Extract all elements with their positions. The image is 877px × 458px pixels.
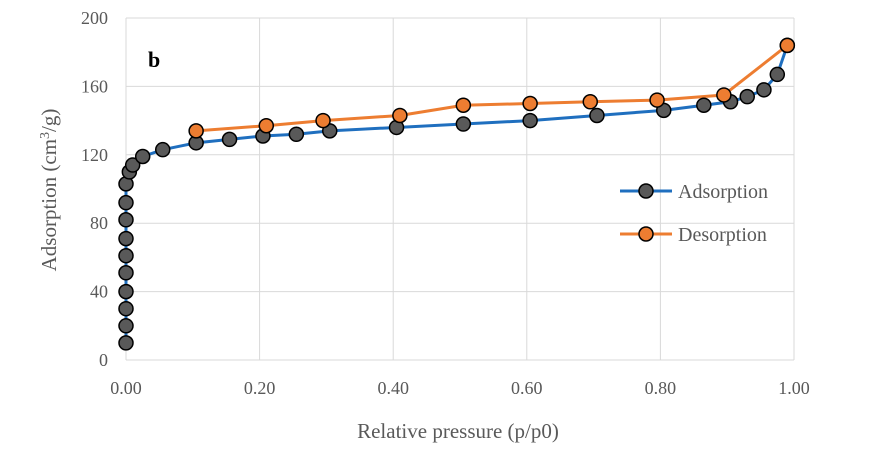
- series-group: [118, 37, 796, 351]
- y-axis-title-superscript: 3: [38, 132, 53, 139]
- data-point-desorption: [188, 123, 204, 139]
- data-point-desorption: [258, 117, 275, 134]
- data-point-adsorption: [118, 283, 134, 300]
- data-point-desorption: [455, 97, 472, 113]
- legend-item-desorption: Desorption: [620, 224, 767, 246]
- data-point-desorption: [315, 112, 331, 129]
- x-tick-label: 0.80: [645, 378, 677, 398]
- y-axis-title-main: Adsorption (cm: [37, 139, 61, 271]
- legend-marker-adsorption: [638, 183, 654, 199]
- legend-marker-desorption: [638, 226, 654, 242]
- data-point-adsorption: [134, 148, 151, 165]
- data-point-desorption: [716, 87, 732, 103]
- data-point-adsorption: [221, 131, 238, 148]
- data-point-desorption: [779, 37, 796, 54]
- x-tick-label: 0.20: [244, 378, 276, 398]
- data-point-adsorption: [118, 300, 134, 317]
- data-point-adsorption: [739, 88, 755, 105]
- data-point-adsorption: [522, 112, 538, 129]
- legend-label-desorption: Desorption: [678, 224, 767, 246]
- y-tick-label: 0: [99, 350, 108, 370]
- data-point-desorption: [392, 107, 408, 124]
- data-point-desorption: [522, 95, 538, 112]
- y-tick-label: 200: [81, 8, 108, 28]
- series-line-desorption: [196, 44, 789, 133]
- data-point-adsorption: [756, 82, 772, 98]
- data-point-adsorption: [696, 97, 712, 113]
- x-axis-title: Relative pressure (p/p0): [357, 419, 559, 443]
- data-point-desorption: [582, 94, 599, 110]
- x-tick-labels: 0.00 0.20 0.40 0.60 0.80 1.00: [110, 378, 810, 398]
- data-point-adsorption: [118, 212, 134, 228]
- x-tick-label: 0.40: [377, 378, 409, 398]
- legend-label-adsorption: Adsorption: [678, 181, 768, 203]
- x-tick-label: 1.00: [778, 378, 810, 398]
- y-tick-label: 120: [81, 145, 108, 165]
- data-point-adsorption: [769, 66, 786, 83]
- data-point-adsorption: [288, 126, 305, 143]
- data-point-adsorption: [118, 194, 134, 211]
- legend-item-adsorption: Adsorption: [620, 181, 768, 203]
- data-point-adsorption: [124, 157, 141, 173]
- data-point-adsorption: [118, 335, 134, 351]
- data-point-adsorption: [455, 116, 472, 132]
- data-point-adsorption: [118, 230, 134, 247]
- y-axis-title-tail: /g): [37, 109, 61, 132]
- x-tick-label: 0.00: [110, 378, 142, 398]
- y-tick-labels: 0 40 80 120 160 200: [81, 8, 108, 370]
- x-tick-label: 0.60: [511, 378, 543, 398]
- data-point-adsorption: [118, 265, 134, 281]
- panel-label: b: [148, 47, 160, 72]
- data-point-adsorption: [118, 247, 134, 264]
- y-tick-label: 80: [90, 213, 108, 233]
- y-tick-label: 40: [90, 282, 108, 302]
- legend: Adsorption Desorption: [620, 181, 768, 246]
- gridlines: [125, 17, 795, 361]
- data-point-adsorption: [118, 318, 134, 334]
- data-point-adsorption: [154, 141, 171, 158]
- data-point-adsorption: [589, 107, 605, 124]
- data-point-desorption: [649, 92, 665, 108]
- y-tick-label: 160: [81, 76, 108, 96]
- y-axis-title: Adsorption (cm3/g): [37, 109, 61, 272]
